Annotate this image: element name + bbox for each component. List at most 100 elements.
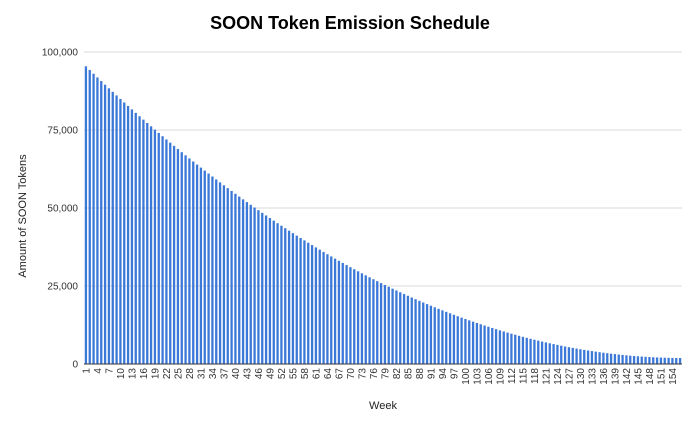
bar — [445, 311, 448, 364]
bar — [199, 167, 203, 364]
x-tick-label: 103 — [472, 368, 483, 385]
x-tick-label: 112 — [507, 368, 518, 384]
bar — [111, 91, 114, 365]
bar — [280, 225, 283, 364]
bar — [479, 324, 482, 364]
bar — [376, 281, 379, 364]
bar — [226, 188, 229, 364]
bar — [491, 327, 494, 364]
bar — [161, 136, 164, 364]
bar — [391, 288, 394, 364]
bar — [103, 84, 107, 364]
bar — [552, 344, 555, 364]
bar — [506, 332, 509, 364]
bar — [337, 260, 341, 364]
bar — [284, 228, 287, 364]
bar — [399, 292, 402, 364]
bar — [429, 305, 433, 364]
bar — [153, 129, 157, 364]
bar — [379, 283, 383, 364]
x-tick-label: 139 — [610, 368, 621, 385]
bar — [341, 262, 344, 364]
y-tick-label: 50,000 — [47, 204, 78, 215]
bar — [494, 329, 498, 364]
bar — [368, 277, 371, 364]
bar — [606, 353, 609, 364]
x-tick-label: 34 — [208, 368, 219, 380]
x-tick-label: 127 — [564, 368, 575, 385]
bar — [563, 346, 567, 364]
bar — [234, 193, 237, 364]
bar — [180, 152, 183, 364]
bar — [556, 344, 559, 364]
bar — [621, 354, 624, 364]
x-tick-label: 19 — [150, 368, 161, 380]
bar — [100, 81, 103, 364]
bar — [395, 290, 398, 364]
bar — [460, 317, 463, 364]
bar — [249, 204, 252, 364]
bar — [487, 326, 490, 364]
bar — [257, 210, 260, 364]
bar — [483, 325, 486, 364]
bar — [241, 199, 245, 364]
bar — [648, 357, 651, 364]
x-tick-label: 106 — [484, 368, 495, 385]
bar — [264, 215, 268, 364]
bar — [425, 304, 429, 364]
bar — [318, 249, 321, 364]
x-tick-label: 49 — [265, 368, 276, 380]
x-tick-label: 52 — [277, 368, 288, 380]
bar — [560, 345, 563, 364]
bar — [422, 302, 425, 364]
y-axis-label: Amount of SOON Tokens — [17, 154, 29, 278]
bar — [602, 352, 605, 364]
bar — [360, 273, 364, 364]
bar — [625, 355, 628, 364]
x-tick-label: 136 — [599, 368, 610, 385]
bar — [448, 313, 452, 364]
x-tick-label: 55 — [288, 368, 299, 380]
bar — [314, 247, 318, 364]
bar — [123, 102, 126, 365]
bar — [238, 196, 241, 364]
bar — [410, 297, 413, 364]
bar — [215, 179, 218, 364]
bar — [464, 318, 467, 364]
bar — [207, 173, 210, 364]
bar — [406, 295, 410, 364]
x-tick-label: 43 — [242, 368, 253, 380]
bar — [533, 339, 536, 364]
bar — [96, 77, 99, 364]
x-tick-label: 154 — [668, 368, 679, 385]
x-tick-label: 133 — [587, 368, 598, 385]
bar — [310, 245, 314, 364]
bar — [468, 320, 471, 364]
x-tick-label: 130 — [576, 368, 587, 385]
bar — [437, 308, 440, 364]
bar — [544, 342, 548, 364]
bar — [92, 73, 95, 365]
bar — [172, 145, 176, 364]
bar — [609, 353, 613, 364]
bar — [537, 340, 540, 364]
x-tick-label: 1 — [81, 368, 92, 374]
x-tick-label: 121 — [541, 368, 552, 385]
bar — [525, 337, 528, 364]
bar — [356, 271, 360, 364]
x-tick-label: 145 — [633, 368, 644, 385]
bar — [663, 357, 666, 364]
x-tick-label: 82 — [392, 368, 403, 380]
bar — [119, 98, 122, 365]
x-tick-label: 64 — [323, 368, 334, 380]
x-tick-label: 37 — [219, 368, 230, 380]
bar — [276, 223, 279, 364]
y-tick-label: 75,000 — [47, 126, 78, 137]
bar — [364, 275, 367, 364]
bar — [184, 155, 187, 364]
bar — [475, 322, 479, 364]
x-tick-label: 142 — [622, 368, 633, 385]
bar — [146, 123, 149, 364]
bar — [107, 88, 111, 364]
